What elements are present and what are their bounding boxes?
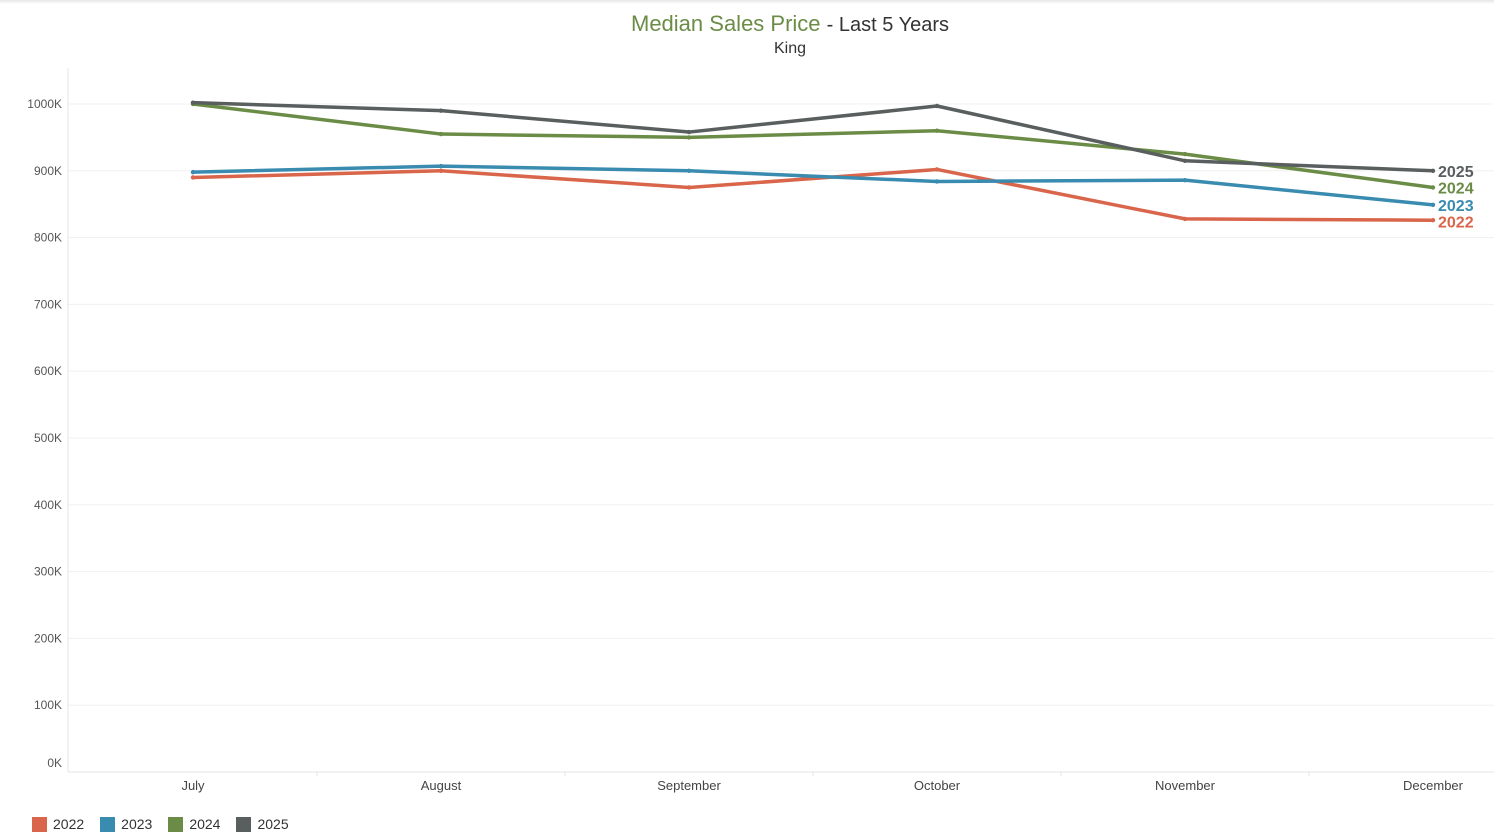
legend-item-2025[interactable]: 2025 bbox=[236, 815, 289, 833]
y-tick-label: 0K bbox=[47, 756, 62, 770]
y-tick-label: 700K bbox=[34, 297, 62, 311]
x-tick-label: September bbox=[657, 778, 721, 793]
legend-item-2024[interactable]: 2024 bbox=[168, 815, 220, 833]
line-chart: 1000K 900K 800K 700K 600K 500K 400K 300K 200K 100… bbox=[27, 68, 1494, 793]
chart-title-main: Median Sales Price bbox=[631, 11, 821, 36]
x-tick-label: December bbox=[1403, 778, 1464, 793]
data-point-2023 bbox=[686, 168, 692, 173]
series-end-label-2025: 2025 bbox=[1438, 164, 1474, 181]
data-point-2022 bbox=[934, 167, 940, 172]
data-point-2022 bbox=[1182, 216, 1188, 222]
data-point-2024 bbox=[1182, 151, 1188, 157]
y-tick-label: 300K bbox=[34, 565, 62, 579]
data-point-2024 bbox=[934, 128, 940, 133]
x-tick-label: October bbox=[914, 778, 961, 793]
y-tick-label: 600K bbox=[34, 364, 62, 378]
y-tick-label: 200K bbox=[34, 631, 62, 645]
series-lines bbox=[190, 100, 1436, 223]
legend: 2022 2023 2024 2025 bbox=[32, 815, 289, 833]
legend-swatch bbox=[100, 816, 116, 832]
x-tick-label: November bbox=[1155, 778, 1216, 793]
data-point-2025 bbox=[438, 108, 444, 113]
legend-label: 2023 bbox=[121, 816, 153, 832]
data-point-2023 bbox=[190, 169, 196, 175]
legend-swatch bbox=[236, 816, 252, 832]
data-point-2022 bbox=[438, 168, 444, 173]
series-end-label-2022: 2022 bbox=[1438, 214, 1474, 231]
chart-subtitle: King bbox=[773, 40, 807, 57]
series-end-label-2023: 2023 bbox=[1438, 198, 1474, 215]
legend-item-2023[interactable]: 2023 bbox=[100, 815, 152, 833]
legend-swatch bbox=[168, 816, 184, 832]
legend-label: 2022 bbox=[53, 816, 85, 832]
y-tick-label: 800K bbox=[34, 231, 62, 245]
data-point-2025 bbox=[1182, 158, 1188, 163]
data-point-2024 bbox=[686, 135, 692, 140]
data-point-2022 bbox=[686, 185, 692, 190]
legend-swatch bbox=[32, 816, 47, 832]
x-tick-label: August bbox=[421, 778, 462, 793]
series-line-2023 bbox=[191, 164, 1435, 207]
data-point-2023 bbox=[1182, 177, 1188, 183]
data-point-2023 bbox=[934, 179, 940, 184]
y-tick-label: 900K bbox=[34, 164, 62, 178]
chart-title-suffix: - Last 5 Years bbox=[826, 14, 949, 36]
data-point-2025 bbox=[190, 100, 196, 105]
data-point-2024 bbox=[1430, 185, 1436, 190]
series-line-2024 bbox=[191, 102, 1435, 190]
y-tick-label: 100K bbox=[34, 698, 62, 712]
y-axis: 1000K 900K 800K 700K 600K 500K 400K 300K 200K 100… bbox=[27, 68, 69, 772]
data-point-2025 bbox=[934, 103, 940, 109]
data-point-2022 bbox=[190, 175, 196, 180]
gridlines bbox=[68, 103, 1494, 706]
data-point-2023 bbox=[1430, 202, 1436, 208]
x-tick-label: July bbox=[181, 778, 205, 793]
y-tick-label: 500K bbox=[34, 431, 62, 445]
data-point-2023 bbox=[438, 163, 444, 169]
y-tick-label: 1000K bbox=[27, 97, 62, 111]
chart-title: Median Sales Price - Last 5 Years bbox=[0, 10, 1494, 39]
legend-item-2022[interactable]: 2022 bbox=[32, 815, 84, 833]
data-point-2025 bbox=[686, 129, 692, 135]
legend-label: 2024 bbox=[189, 816, 221, 832]
top-shadow bbox=[0, 0, 1494, 4]
y-tick-label: 400K bbox=[34, 498, 62, 512]
series-line-2025 bbox=[191, 100, 1435, 173]
series-end-label-2024: 2024 bbox=[1438, 181, 1474, 198]
series-line-2022 bbox=[191, 167, 1435, 222]
data-point-2022 bbox=[1430, 218, 1436, 223]
data-point-2025 bbox=[1430, 168, 1436, 173]
data-point-2024 bbox=[438, 131, 444, 137]
x-axis: July August September October November Decemb… bbox=[68, 771, 1494, 793]
chart-title-block: Median Sales Price - Last 5 Years King bbox=[0, 10, 1494, 59]
legend-label: 2025 bbox=[257, 816, 289, 832]
